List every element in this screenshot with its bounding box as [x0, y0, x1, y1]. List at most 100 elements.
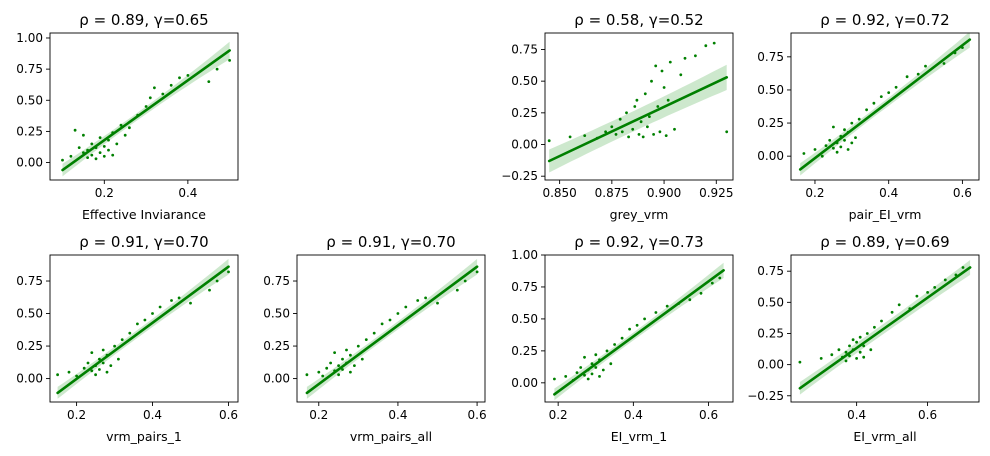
data-point	[718, 276, 722, 280]
subplot-6: 0.2 0.4 0.6 0.00 0.25 0.50 0.75 1.00 ρ = 0.92, γ…	[511, 233, 734, 444]
data-point	[712, 41, 716, 45]
y-tick-label: 0.75	[16, 274, 43, 288]
x-axis-label: EI_vrm_1	[611, 429, 668, 444]
x-tick-label: 0.4	[178, 186, 197, 200]
data-point	[564, 375, 568, 378]
x-tick-label: 0.6	[468, 408, 487, 422]
data-point	[117, 357, 120, 361]
data-point	[333, 351, 336, 354]
plot-area	[547, 41, 729, 173]
plot-area	[798, 33, 972, 176]
data-point	[890, 310, 894, 314]
data-point	[579, 366, 583, 369]
data-point	[553, 377, 556, 381]
data-point	[353, 364, 356, 367]
data-point	[151, 312, 154, 315]
y-tick-label: 0.25	[511, 344, 538, 358]
subplot-1: 0.2 0.4 0.00 0.25 0.50 0.75 1.00 ρ = 0.89, γ=0.…	[16, 11, 239, 222]
data-point	[924, 64, 927, 68]
data-point	[846, 148, 850, 151]
data-point	[98, 151, 102, 155]
subplot-title: ρ = 0.91, γ=0.70	[79, 233, 208, 251]
regression-line	[305, 265, 479, 395]
data-point	[832, 125, 835, 129]
data-point	[710, 281, 714, 285]
x-axis-label: vrm_pairs_all	[350, 429, 432, 444]
data-point	[101, 361, 105, 365]
data-point	[609, 362, 613, 366]
data-point	[120, 338, 124, 341]
x-axis-label: pair_EI_vrm	[849, 207, 922, 222]
data-point	[857, 117, 861, 121]
data-point	[839, 145, 843, 149]
y-tick-label: 0.50	[757, 295, 784, 309]
y-tick-label: 0.50	[263, 307, 290, 321]
data-point	[82, 133, 85, 137]
y-tick-label: 0.25	[757, 326, 784, 340]
data-point	[128, 331, 132, 335]
y-tick-label: 0.25	[511, 106, 538, 120]
data-point	[844, 359, 848, 363]
data-point	[594, 366, 598, 369]
data-point	[862, 344, 866, 348]
data-point	[360, 357, 364, 361]
data-point	[61, 158, 64, 162]
data-point	[102, 154, 106, 158]
data-point	[601, 368, 605, 372]
data-point	[123, 133, 127, 137]
x-tick-label: 0.6	[219, 408, 238, 422]
axes-frame	[544, 32, 734, 181]
data-point	[699, 291, 703, 295]
subplot-title: ρ = 0.92, γ=0.72	[820, 11, 949, 29]
data-point	[158, 305, 162, 309]
axes-frame	[49, 32, 239, 181]
data-point	[664, 134, 668, 138]
data-point	[635, 323, 639, 327]
data-point	[305, 373, 309, 377]
data-point	[648, 115, 651, 118]
data-point	[228, 59, 232, 62]
data-point	[628, 327, 631, 331]
data-point	[144, 105, 148, 108]
y-tick-label: 0.25	[757, 116, 784, 130]
data-point	[107, 138, 110, 142]
data-point	[455, 288, 459, 292]
y-tick-label: 0.50	[16, 93, 43, 107]
data-point	[848, 354, 851, 358]
data-point	[90, 369, 94, 373]
data-point	[627, 135, 630, 139]
data-point	[102, 145, 106, 148]
axes-frame	[790, 254, 980, 403]
y-tick-label: 0.50	[511, 74, 538, 88]
data-point	[77, 146, 81, 150]
data-point	[109, 364, 113, 367]
data-point	[673, 127, 676, 131]
data-point	[654, 64, 658, 68]
data-point	[90, 142, 94, 146]
data-point	[475, 270, 479, 274]
x-axis-label: vrm_pairs_1	[106, 429, 182, 444]
data-point	[227, 270, 230, 274]
axes-frame	[544, 254, 734, 403]
data-point	[337, 373, 340, 377]
regression-line	[56, 265, 230, 395]
data-point	[337, 364, 340, 367]
data-point	[113, 344, 116, 348]
y-tick-label: 0.75	[511, 280, 538, 294]
regression-line	[61, 49, 231, 172]
data-point	[862, 355, 866, 359]
data-point	[127, 126, 131, 130]
y-tick-label: 0.25	[263, 339, 290, 353]
regression-line	[798, 38, 972, 171]
plot-area	[305, 258, 479, 399]
y-tick-label: 0.75	[511, 42, 538, 56]
data-point	[90, 351, 94, 354]
y-tick-label: 0.25	[16, 339, 43, 353]
data-point	[843, 128, 846, 132]
data-point	[90, 153, 94, 157]
data-point	[819, 357, 823, 360]
data-point	[604, 130, 607, 134]
data-point	[86, 156, 89, 160]
y-tick-label: 0.00	[757, 358, 784, 372]
